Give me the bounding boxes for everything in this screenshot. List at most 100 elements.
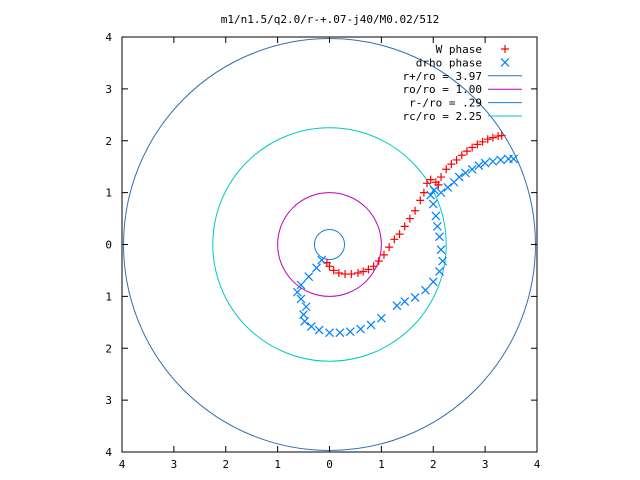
series-1-point-21 (428, 277, 438, 287)
series-0-point-34 (488, 133, 497, 142)
x-tick-label-6: 2 (430, 458, 437, 471)
series-0-point-25 (442, 165, 451, 174)
series-0-point-24 (437, 173, 446, 182)
series-1-point-22 (435, 267, 444, 276)
legend-swatch-1 (500, 57, 510, 67)
series-1-point-10 (314, 325, 324, 335)
series-1-point-14 (356, 324, 366, 334)
series-1-point-36 (467, 164, 477, 174)
series-1-point-30 (429, 185, 439, 195)
series-0-point-16 (405, 214, 414, 223)
x-tick-label-7: 3 (482, 458, 489, 471)
series-1-point-6 (301, 302, 311, 312)
legend-label-2: r+/ro = 3.97 (403, 70, 482, 83)
series-1-point-42 (509, 154, 519, 164)
series-0-point-33 (483, 135, 492, 144)
series-1-point-2 (304, 272, 314, 282)
series-0-point-20 (423, 179, 432, 188)
series-1-point-29 (426, 190, 436, 200)
chart-title: m1/n1.5/q2.0/r-+.07-j40/M0.02/512 (221, 13, 440, 26)
series-0-point-9 (369, 262, 378, 271)
x-tick-label-4: 0 (326, 458, 333, 471)
series-1-point-16 (376, 313, 386, 323)
y-tick-label-7: 3 (105, 83, 112, 96)
y-tick-label-8: 4 (105, 31, 112, 44)
series-0-point-14 (395, 230, 404, 239)
series-1-point-37 (474, 161, 484, 171)
series-0-point-5 (347, 270, 356, 279)
series-0-point-30 (468, 143, 477, 152)
legend-swatch-0 (501, 45, 509, 53)
series-0-point-23 (434, 180, 443, 189)
series-1-point-31 (436, 188, 446, 198)
series-0-point-7 (359, 267, 368, 276)
legend-label-0: W phase (436, 43, 482, 56)
series-0-point-1 (325, 262, 334, 271)
circle-1 (277, 192, 382, 297)
series-1-point-25 (435, 232, 444, 242)
series-1-point-4 (292, 287, 302, 297)
series-0-point-13 (390, 235, 399, 244)
x-tick-label-5: 1 (378, 458, 385, 471)
series-1-point-35 (460, 168, 470, 178)
y-tick-label-3: 1 (105, 290, 112, 303)
y-tick-label-2: 2 (105, 342, 112, 355)
legend-label-3: ro/ro = 1.00 (403, 83, 482, 96)
series-0-point-26 (447, 160, 456, 169)
series-1-point-9 (306, 322, 316, 331)
series-0-point-31 (473, 140, 482, 149)
legend-label-5: rc/ro = 2.25 (403, 110, 482, 123)
series-1-point-18 (400, 297, 410, 306)
series-1-point-39 (488, 157, 498, 166)
series-0-point-18 (416, 196, 425, 205)
series-0-point-36 (497, 131, 506, 140)
series-0-point-3 (334, 269, 343, 278)
y-tick-label-4: 0 (105, 239, 112, 252)
series-1-point-13 (345, 327, 355, 337)
series-1-point-40 (496, 155, 506, 165)
series-1-point-5 (296, 294, 306, 304)
series-layer (292, 131, 519, 338)
x-tick-label-1: 3 (171, 458, 178, 471)
series-0-point-17 (411, 206, 420, 215)
series-1-point-15 (366, 320, 376, 330)
series-1-point-0 (317, 255, 327, 265)
legend-label-4: r-/ro = .29 (409, 97, 482, 110)
series-1-point-32 (443, 183, 453, 192)
x-tick-label-8: 4 (534, 458, 541, 471)
series-1-point-11 (325, 328, 334, 338)
series-1-point-38 (480, 158, 490, 168)
series-0-point-27 (452, 155, 461, 164)
x-tick-label-2: 2 (222, 458, 229, 471)
series-1-point-3 (296, 280, 306, 290)
y-tick-label-6: 2 (105, 135, 112, 148)
series-1-point-8 (300, 316, 310, 326)
series-0-point-2 (329, 266, 338, 275)
series-1-point-1 (312, 263, 321, 273)
series-0-point-10 (374, 257, 383, 266)
series-0-point-6 (354, 269, 363, 278)
series-1-point-12 (335, 328, 345, 338)
series-1-point-17 (392, 301, 402, 311)
series-0-point-11 (379, 250, 388, 259)
series-1-point-27 (431, 211, 441, 221)
y-tick-label-5: 1 (105, 187, 112, 200)
legend-label-1: drho phase (416, 56, 482, 69)
series-1-point-23 (438, 256, 448, 266)
circle-3 (212, 127, 447, 362)
series-1-point-26 (432, 221, 442, 231)
x-tick-label-0: 4 (119, 458, 126, 471)
circle-2 (313, 228, 346, 261)
series-0-point-28 (457, 151, 466, 160)
y-tick-label-0: 4 (105, 446, 112, 459)
series-0-point-8 (364, 265, 373, 274)
series-0-point-32 (478, 137, 487, 146)
series-0-point-15 (400, 222, 409, 231)
series-1-point-28 (428, 199, 438, 209)
series-1-point-19 (410, 292, 420, 302)
series-1-point-20 (421, 285, 430, 295)
y-tick-label-1: 3 (105, 394, 112, 407)
